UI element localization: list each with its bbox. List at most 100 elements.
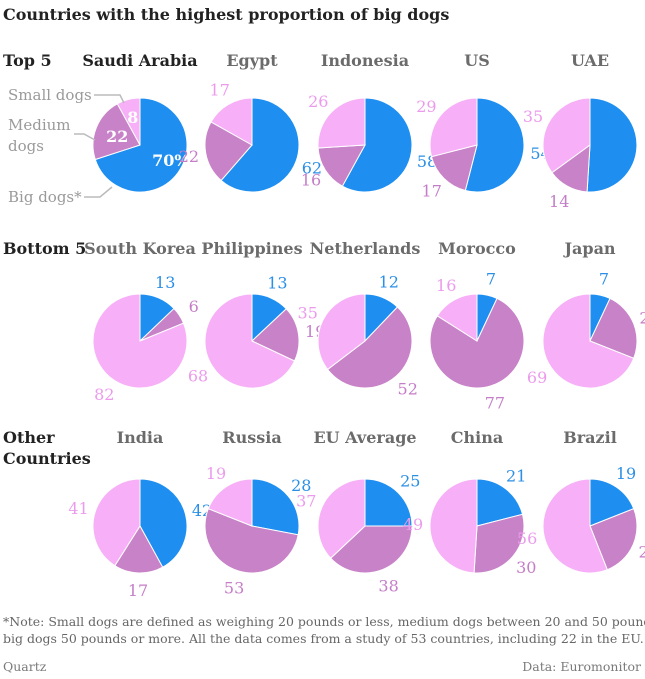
pie-slice-big (464, 97, 525, 193)
pie-slice-medium (92, 103, 141, 161)
data-label-small: 69 (527, 368, 547, 387)
pie-slice-small (542, 293, 635, 389)
data-label-small: 35 (298, 304, 318, 323)
data-label-small: 56 (517, 529, 537, 548)
data-label-medium: 38 (378, 577, 398, 596)
data-label-big: 13 (155, 273, 175, 292)
pie-slice-medium (589, 297, 638, 359)
pie-slice-big (94, 97, 188, 193)
data-label-small: 8 (127, 108, 138, 127)
footnote-line-1: *Note: Small dogs are defined as weighin… (3, 614, 645, 629)
pie-slice-small (317, 478, 366, 559)
country-title: Russia (222, 428, 281, 447)
pie-slice-big (364, 478, 413, 527)
country-title: UAE (571, 51, 609, 70)
data-label-small: 29 (416, 97, 436, 116)
pie-slice-small (317, 293, 366, 371)
pie-slice-medium (204, 508, 299, 574)
data-label-big: 62 (302, 158, 322, 177)
legend-leader-small (94, 94, 125, 104)
data-label-big: 70% (152, 151, 189, 170)
country-title: Saudi Arabia (82, 51, 197, 70)
data-label-big: 21 (506, 466, 526, 485)
pie-slice-small (204, 293, 296, 389)
pie-slice-medium (430, 144, 478, 192)
country-title: Egypt (226, 51, 278, 70)
pie-slice-small (210, 97, 253, 146)
country-title: US (464, 51, 490, 70)
data-label-medium: 30 (516, 558, 536, 577)
country-title: Indonesia (321, 51, 409, 70)
pie-slice-big (251, 478, 300, 536)
data-label-small: 49 (403, 515, 423, 534)
data-label-medium: 24 (639, 308, 645, 327)
data-label-medium: 14 (549, 192, 569, 211)
data-label-medium: 22 (179, 147, 199, 166)
pie-slice-big (341, 97, 413, 193)
country-title: Brazil (563, 428, 617, 447)
data-label-big: 13 (267, 273, 287, 292)
country-title: Philippines (201, 239, 302, 258)
pie-slice-small (429, 478, 478, 574)
pie-slice-small (92, 293, 188, 389)
legend-small-label: Small dogs (8, 86, 92, 104)
data-label-big: 19 (616, 464, 636, 483)
country-title: China (451, 428, 503, 447)
data-label-medium: 52 (398, 380, 418, 399)
legend-leader-big (84, 186, 113, 198)
data-label-small: 19 (206, 464, 226, 483)
pie-slice-medium (317, 144, 366, 187)
data-label-medium: 77 (485, 394, 505, 413)
pie-slice-big (589, 478, 635, 527)
pie-slice-medium (114, 525, 164, 574)
legend: Small dogs Medium dogs Big dogs* (8, 86, 125, 206)
pie-slice-big (586, 97, 638, 193)
data-label-big: 7 (486, 270, 496, 289)
pie-slice-small (116, 97, 141, 146)
legend-medium-label: Medium (8, 116, 71, 134)
footnote-line-2: big dogs 50 pounds or more. All the data… (3, 631, 644, 646)
group-label: Other (3, 428, 55, 447)
data-label-small: 35 (523, 107, 543, 126)
group-label: Countries (3, 449, 91, 468)
country-title: Morocco (438, 239, 516, 258)
pie-slice-medium (251, 308, 300, 362)
data-label-medium: 6 (189, 297, 199, 316)
footer-brand: Quartz (3, 659, 47, 674)
data-label-small: 17 (210, 81, 230, 100)
data-label-big: 12 (379, 273, 399, 292)
data-label-small: 37 (296, 492, 316, 511)
pie-slice-small (317, 97, 366, 149)
pie-slice-medium (330, 525, 413, 574)
data-label-medium: 53 (224, 579, 244, 598)
legend-medium-label-line2: dogs (8, 137, 44, 155)
country-title: EU Average (313, 428, 416, 447)
data-label-big: 25 (400, 472, 420, 491)
chart-title: Countries with the highest proportion of… (3, 5, 449, 24)
pie-slice-medium (326, 306, 413, 389)
data-label-small: 26 (308, 92, 328, 111)
pie-slice-small (436, 293, 478, 342)
data-label-small: 82 (94, 385, 114, 404)
legend-big-label: Big dogs* (8, 188, 82, 206)
pie-slice-medium (204, 121, 253, 182)
data-label-small: 41 (68, 499, 88, 518)
data-label-medium: 17 (128, 581, 148, 600)
pie-slice-big (220, 97, 300, 193)
country-title: India (117, 428, 164, 447)
country-title: South Korea (84, 239, 196, 258)
data-label-medium: 25 (639, 542, 645, 561)
data-label-big: 7 (599, 270, 609, 289)
pie-slice-medium (473, 513, 525, 574)
footer-source: Data: Euromonitor (522, 659, 641, 674)
pie-grid: Top 5 Saudi Arabia70%228Egypt622217Indone… (3, 51, 645, 600)
legend-leader-medium (74, 133, 96, 141)
group-label: Top 5 (3, 51, 52, 70)
data-label-medium: 16 (301, 170, 321, 189)
pie-slice-big (476, 478, 524, 527)
pie-slice-small (207, 478, 253, 527)
data-label-small: 16 (436, 276, 456, 295)
country-title: Netherlands (310, 239, 421, 258)
pie-slice-small (542, 478, 608, 574)
